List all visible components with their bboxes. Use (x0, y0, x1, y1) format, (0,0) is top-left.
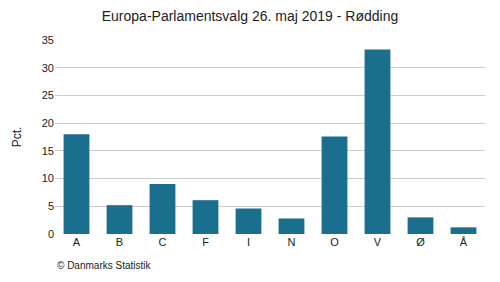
svg-text:N: N (288, 236, 296, 248)
svg-text:15: 15 (42, 145, 54, 157)
svg-text:V: V (374, 236, 382, 248)
svg-text:5: 5 (48, 200, 54, 212)
svg-text:I: I (247, 236, 250, 248)
svg-text:0: 0 (48, 228, 54, 240)
svg-text:C: C (159, 236, 167, 248)
svg-text:B: B (116, 236, 123, 248)
svg-text:F: F (202, 236, 209, 248)
svg-text:Pct.: Pct. (10, 127, 24, 148)
svg-text:30: 30 (42, 62, 54, 74)
svg-text:10: 10 (42, 172, 54, 184)
svg-text:Europa-Parlamentsvalg 26. maj: Europa-Parlamentsvalg 26. maj 2019 - Rød… (102, 8, 399, 24)
svg-text:Ø: Ø (416, 236, 425, 248)
svg-text:Å: Å (460, 236, 468, 248)
svg-text:20: 20 (42, 117, 54, 129)
svg-text:© Danmarks Statistik: © Danmarks Statistik (57, 260, 152, 271)
svg-text:O: O (330, 236, 339, 248)
svg-text:35: 35 (42, 34, 54, 46)
svg-text:A: A (73, 236, 81, 248)
svg-text:25: 25 (42, 89, 54, 101)
